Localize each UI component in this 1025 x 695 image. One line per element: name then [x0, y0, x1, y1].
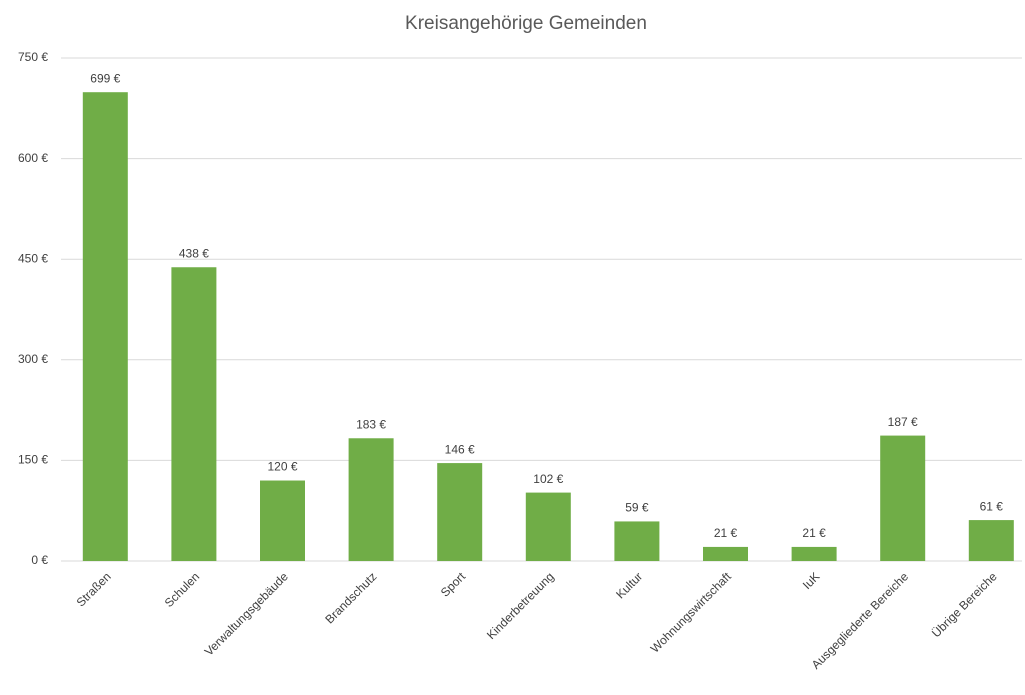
x-tick-label: Straßen	[74, 569, 114, 609]
bar	[791, 546, 837, 561]
bar	[82, 92, 128, 561]
data-label: 21 €	[714, 526, 738, 540]
data-label: 183 €	[356, 417, 386, 431]
bar	[703, 546, 748, 561]
x-tick-label: Schulen	[162, 569, 203, 610]
bar	[968, 520, 1014, 561]
bar	[437, 463, 483, 561]
x-tick-label: Übrige Bereiche	[929, 569, 1000, 640]
data-label: 59 €	[625, 501, 649, 515]
bar	[525, 492, 571, 561]
x-tick-label: Ausgegliederte Bereiche	[809, 569, 912, 672]
x-tick-label: Brandschutz	[322, 569, 379, 626]
bar	[880, 435, 926, 561]
y-tick-label: 0 €	[31, 553, 48, 567]
x-tick-label: Kinderbetreuung	[484, 569, 557, 642]
data-label: 699 €	[90, 71, 120, 85]
y-tick-label: 150 €	[18, 453, 48, 467]
x-tick-label: Kultur	[613, 569, 645, 601]
y-tick-label: 450 €	[18, 251, 48, 265]
x-tick-label: IuK	[800, 569, 823, 592]
x-tick-label: Sport	[438, 569, 469, 600]
bar	[348, 438, 394, 561]
y-tick-label: 300 €	[18, 352, 48, 366]
x-tick-label: Verwaltungsgebäude	[202, 569, 291, 658]
x-tick-label: Wohnungswirtschaft	[648, 569, 735, 656]
data-label: 146 €	[445, 442, 475, 456]
y-tick-label: 600 €	[18, 151, 48, 165]
data-label: 438 €	[179, 246, 209, 260]
bar	[260, 480, 305, 561]
data-label: 102 €	[533, 472, 563, 486]
chart-title: Kreisangehörige Gemeinden	[405, 13, 647, 34]
data-label: 120 €	[267, 460, 297, 474]
bar	[171, 267, 217, 561]
data-label: 21 €	[802, 526, 826, 540]
bar	[614, 521, 660, 561]
data-label: 187 €	[888, 415, 918, 429]
y-tick-label: 750 €	[18, 50, 48, 64]
data-label: 61 €	[980, 499, 1004, 513]
